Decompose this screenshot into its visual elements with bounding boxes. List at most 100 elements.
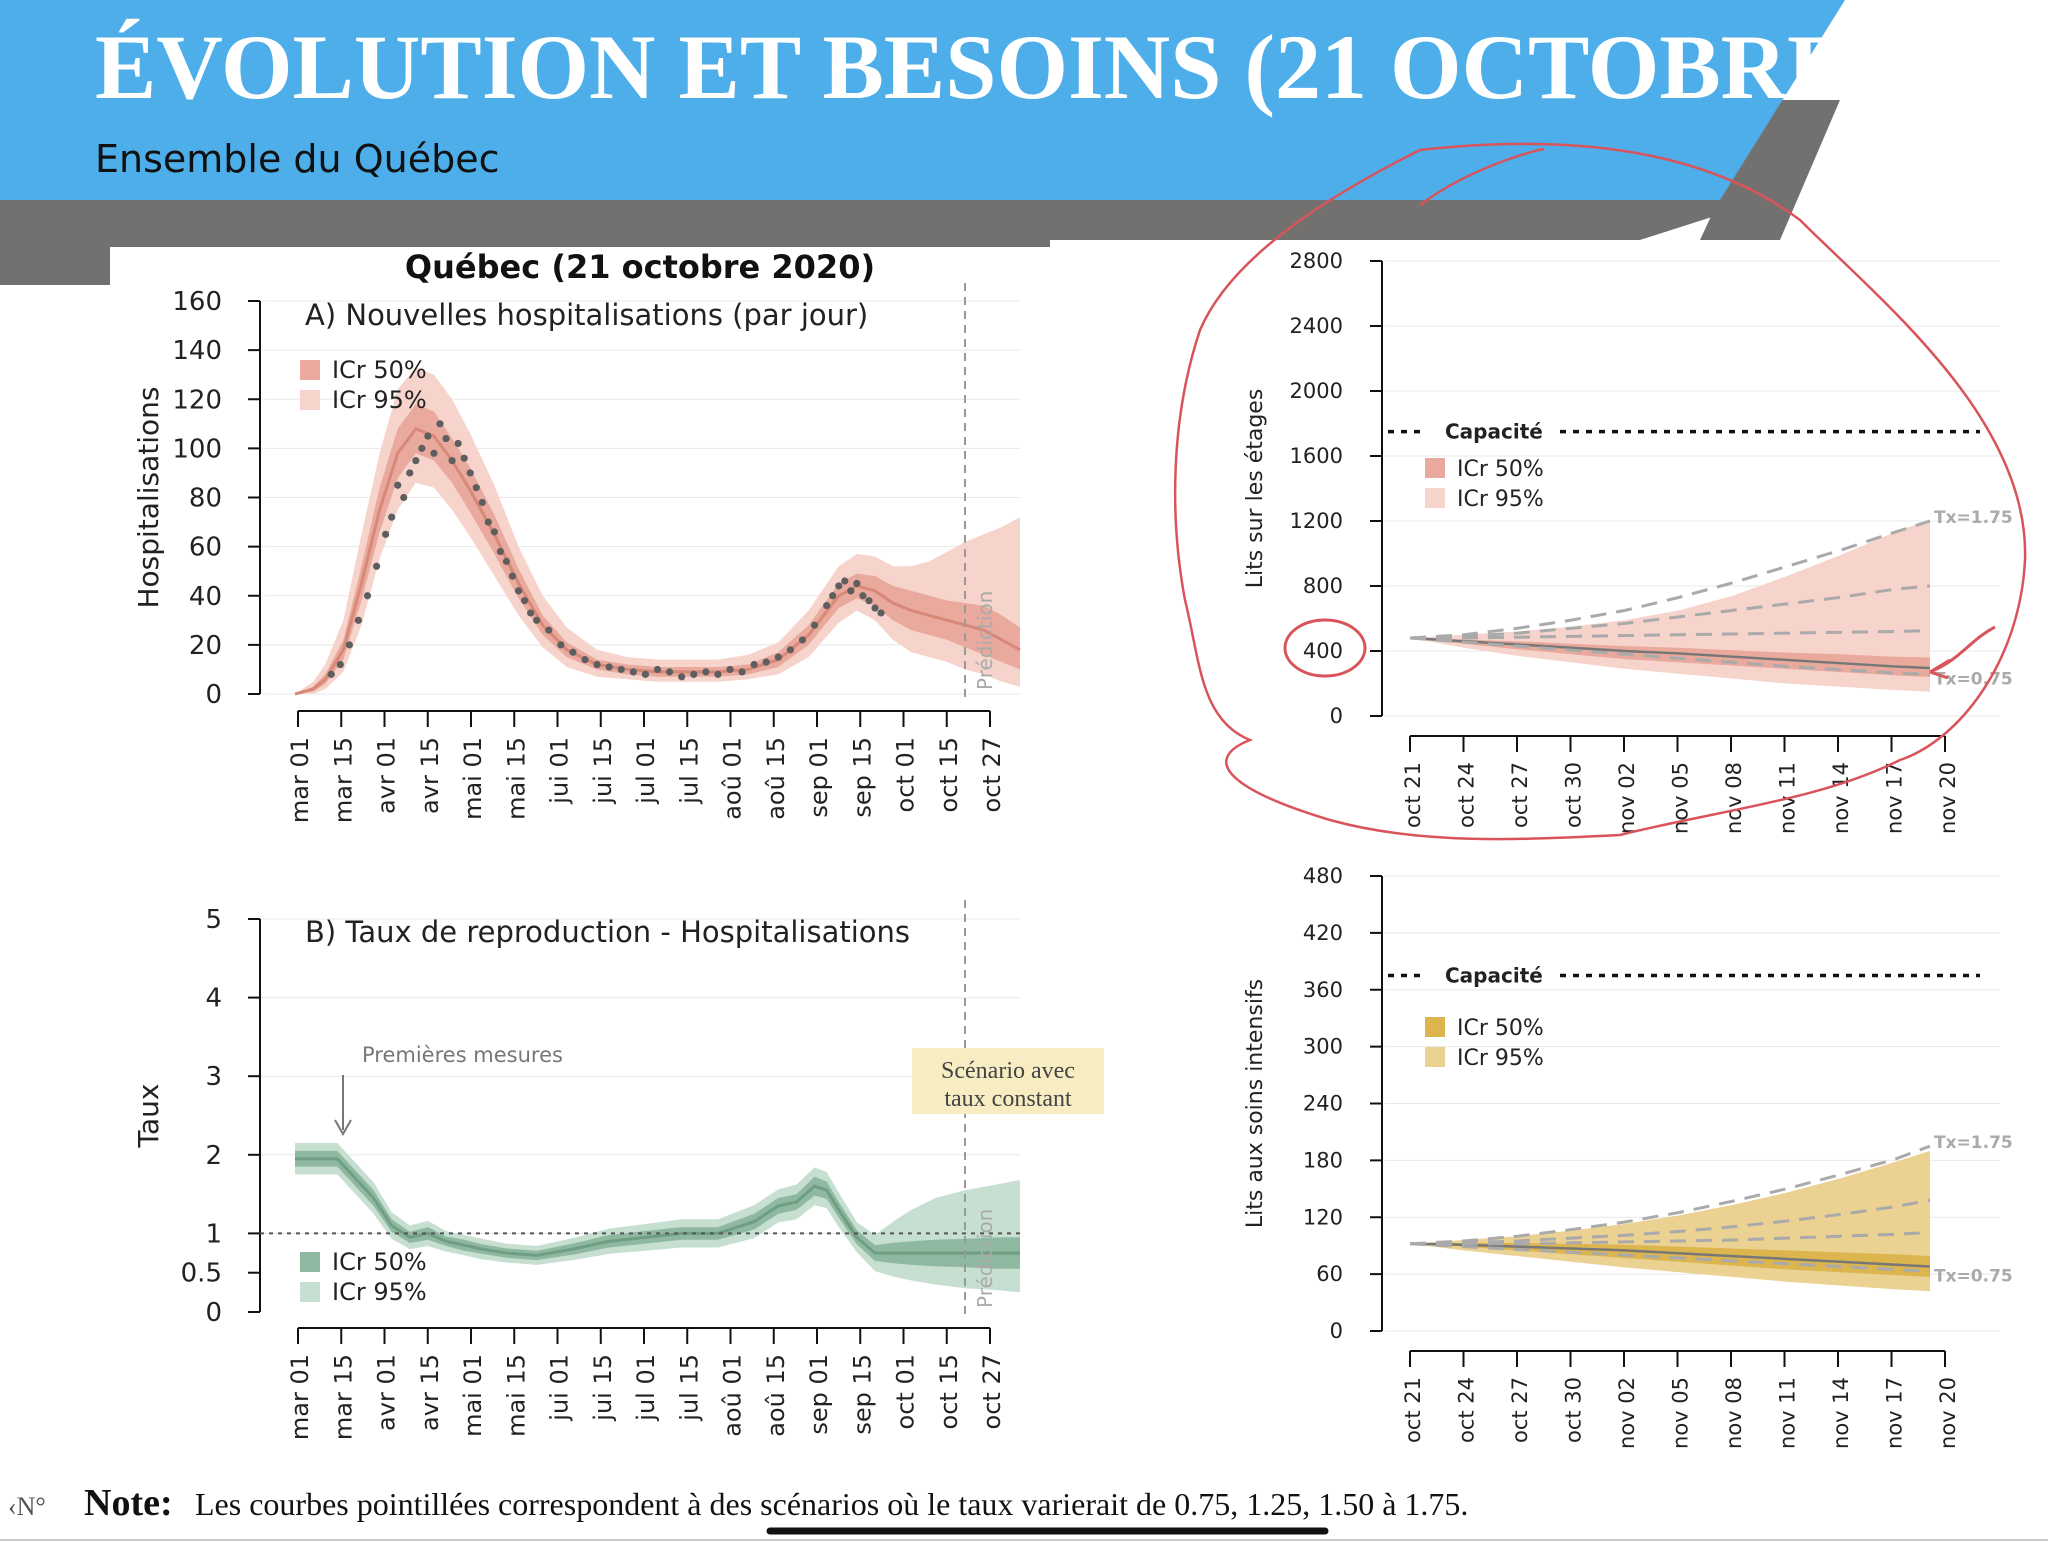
scenario-line [1409, 636, 1931, 677]
note-label: Note: [84, 1482, 173, 1524]
legend-swatch-ci50 [300, 360, 320, 380]
scenario-label-low: Tx=0.75 [1934, 670, 2013, 690]
x-tick-label: jui 15 [589, 737, 617, 805]
observed-point [865, 597, 873, 605]
observed-point [394, 481, 402, 489]
y-tick-label: 40 [189, 582, 222, 612]
x-tick-label: oct 27 [1508, 762, 1532, 828]
chart-icu-beds: 0 60 120 180 240 300 360 420 480 Lits aux soins i… [1243, 864, 2013, 1449]
y-tick-label: 0 [1330, 1319, 1343, 1343]
observed-point [678, 673, 686, 681]
y-axis-title: Lits sur les étages [1243, 389, 1268, 589]
x-tick-label: aoû 15 [762, 737, 790, 820]
x-tick-label: oct 24 [1455, 762, 1479, 828]
x-tick-label: nov 14 [1829, 762, 1853, 834]
observed-point [853, 579, 861, 588]
x-tick-label: avr 01 [373, 737, 401, 814]
x-tick-label: oct 27 [978, 737, 1006, 812]
legend-label-ci50: ICr 50% [1457, 1016, 1544, 1041]
observed-point [841, 577, 849, 585]
observed-point [336, 660, 344, 669]
observed-point [454, 439, 462, 448]
observed-point [502, 557, 511, 565]
x-tick-label: nov 20 [1936, 762, 1960, 834]
x-tick-label: nov 08 [1722, 1377, 1746, 1449]
x-tick-label: nov 20 [1936, 1377, 1960, 1449]
x-tick-label: jul 01 [632, 1354, 660, 1422]
observed-point [508, 572, 517, 580]
observed-point [750, 660, 758, 669]
x-tick-label: mai 01 [459, 1354, 487, 1437]
observed-point [527, 609, 535, 617]
ci50-band [295, 1150, 1020, 1269]
observed-point [641, 670, 650, 678]
observed-point [406, 469, 414, 477]
observed-point [617, 665, 625, 674]
prediction-label: Prédiction [973, 591, 997, 690]
median-line [1409, 1242, 1931, 1268]
y-tick-label: 180 [1303, 1148, 1343, 1172]
observed-point [418, 444, 426, 452]
chart-ward-beds: 0 400 800 1200 1600 2000 2400 2800 Lits sur les … [1243, 249, 2013, 834]
observed-point [388, 513, 396, 521]
legend-swatch-ci95 [1425, 1047, 1445, 1067]
y-tick-label: 140 [172, 336, 222, 366]
x-tick-label: aoû 01 [719, 737, 747, 820]
scenario-line [1409, 519, 1931, 640]
observed-point [424, 432, 432, 440]
observed-point [569, 648, 577, 656]
scenario-label-line1: Scénario avec [941, 1058, 1075, 1084]
observed-point [871, 604, 879, 612]
observed-point [382, 530, 390, 538]
observed-point [629, 668, 637, 676]
observed-point [363, 592, 372, 600]
x-tick-label: jui 01 [546, 1354, 574, 1422]
y-tick-label: 480 [1303, 864, 1343, 888]
observed-point [702, 668, 710, 676]
y-tick-label: 0.5 [181, 1259, 222, 1289]
legend-label-ci50: ICr 50% [332, 356, 427, 384]
y-axis-title: Lits aux soins intensifs [1243, 979, 1268, 1228]
observed-point [430, 449, 438, 457]
chart-title: B) Taux de reproduction - Hospitalisatio… [305, 915, 910, 949]
observed-point [665, 668, 674, 676]
y-tick-label: 2400 [1290, 314, 1343, 338]
observed-point [593, 660, 601, 669]
observed-point [738, 668, 746, 676]
observed-point [557, 641, 565, 649]
scenario-line [1409, 1144, 1931, 1246]
chart-group-title: Québec (21 octobre 2020) [405, 248, 875, 286]
x-tick-label: oct 01 [892, 1354, 920, 1429]
scenario-label-high: Tx=1.75 [1934, 1133, 2013, 1153]
x-tick-label: oct 01 [892, 737, 920, 812]
y-tick-label: 160 [172, 287, 222, 317]
chart-title: A) Nouvelles hospitalisations (par jour) [305, 298, 868, 332]
scenario-line [1409, 1198, 1931, 1246]
annotation-arrow-head [334, 1119, 352, 1137]
annotation-swoosh [1419, 147, 1545, 207]
annotation-arrow [1929, 625, 1996, 680]
y-tick-label: 1600 [1290, 444, 1343, 468]
legend-swatch-ci95 [1425, 488, 1445, 508]
x-tick-label: mai 01 [459, 737, 487, 820]
y-tick-label: 2 [205, 1141, 222, 1171]
legend-label-ci95: ICr 95% [332, 386, 427, 414]
observed-point [653, 665, 662, 674]
x-tick-label: oct 15 [935, 737, 963, 812]
x-tick-label: nov 17 [1883, 762, 1907, 834]
median-line [294, 426, 1021, 696]
x-tick-label: avr 01 [373, 1354, 401, 1431]
x-tick-label: nov 17 [1883, 1377, 1907, 1449]
observed-point [798, 636, 807, 644]
x-tick-label: mar 15 [329, 737, 357, 823]
y-tick-label: 1 [205, 1219, 222, 1249]
scenario-label-line2: taux constant [944, 1086, 1072, 1112]
scenario-label-high: Tx=1.75 [1934, 508, 2013, 528]
x-tick-label: nov 14 [1829, 1377, 1853, 1449]
x-tick-label: jui 01 [546, 737, 574, 805]
observed-point [829, 592, 837, 600]
x-tick-label: oct 27 [1508, 1377, 1532, 1443]
x-tick-label: mai 15 [502, 1354, 530, 1437]
x-tick-label: jul 15 [675, 737, 703, 805]
observed-point [714, 670, 722, 678]
